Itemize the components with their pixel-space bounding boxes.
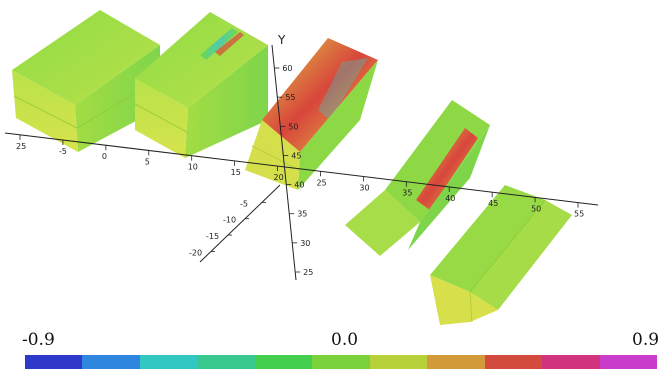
y-axis-tick-label: 60	[282, 64, 292, 73]
x-axis-tick-label: 40	[445, 194, 455, 203]
block-3-seam	[251, 145, 300, 171]
y-axis-tick-label: 45	[291, 151, 301, 160]
block-5-seam	[469, 291, 473, 323]
x-axis-tick-label: 20	[274, 173, 284, 182]
x-axis-tick-label: 0	[102, 152, 107, 161]
block-5[interactable]	[430, 185, 572, 325]
colorbar-segment	[254, 355, 313, 369]
block-4-front-face	[345, 190, 420, 256]
x-axis-tick-label: 30	[359, 184, 369, 193]
colorbar-segment	[484, 355, 543, 369]
block-3-top-face	[262, 38, 378, 152]
x-axis-tick-label: 25	[16, 142, 26, 151]
colorbar-labels: -0.9 0.0 0.9	[0, 330, 658, 352]
y-axis-tick-label: 55	[285, 93, 295, 102]
colorbar	[25, 355, 657, 369]
colorbar-max-label: 0.9	[632, 330, 658, 350]
block-1[interactable]	[12, 10, 161, 152]
colorbar-segment	[427, 355, 485, 369]
x-axis-tick-label: 25	[316, 178, 326, 187]
colorbar-mid-label: 0.0	[331, 330, 359, 350]
x-axis-tick-label: -5	[59, 147, 67, 156]
x-axis-tick-label: 10	[188, 163, 198, 172]
block-3-top-face-cool	[318, 58, 368, 120]
block-1-side-face	[75, 45, 160, 152]
block-1-seam	[13, 95, 78, 129]
colorbar-segment	[25, 355, 83, 369]
y-axis-tick-label: 30	[300, 239, 310, 248]
x-axis-tick-label: 50	[531, 204, 541, 213]
z-axis-tick-label: -10	[223, 216, 236, 225]
x-axis-tick-label: 55	[574, 210, 584, 219]
block-2-side-face	[185, 45, 268, 158]
x-axis-tick-label: 15	[231, 168, 241, 177]
block-5-seam-top	[469, 199, 546, 293]
block-5-top-face-2	[470, 200, 572, 310]
3d-viewport[interactable]: 25 -5 0 5 10 15 20 25 30 35 40 45 50 55 Y 60 55 50 45 40 3…	[0, 0, 658, 330]
colorbar-segment	[312, 355, 370, 369]
block-5-front-face	[430, 275, 498, 325]
x-axis-tick-label: 35	[402, 189, 412, 198]
block-5-top-face	[430, 185, 545, 292]
y-axis-tick-label: 25	[303, 268, 313, 277]
y-axis-tick-label: 40	[294, 181, 304, 190]
y-axis-tick-label: 50	[288, 122, 298, 131]
block-2[interactable]	[134, 12, 268, 158]
block-2-hot-streak	[215, 32, 244, 56]
block-3-front-face	[245, 120, 300, 190]
block-4[interactable]	[345, 100, 490, 256]
x-axis-tick-label: 5	[145, 157, 150, 166]
z-axis-tick-label: -20	[189, 248, 202, 257]
block-2-top-face	[135, 12, 268, 108]
y-axis: Y 60 55 50 45 40 35 30 25	[271, 33, 313, 281]
x-axis: 25 -5 0 5 10 15 20 25 30 35 40 45 50 55	[4, 132, 599, 219]
colorbar-segment	[542, 355, 600, 369]
block-2-seam	[134, 103, 188, 133]
y-axis-label: Y	[277, 33, 286, 47]
block-1-top-face	[12, 10, 160, 105]
block-1-front-face	[12, 70, 78, 152]
block-3[interactable]	[245, 38, 378, 190]
z-axis-tick-label: -5	[240, 199, 248, 208]
colorbar-segment	[139, 355, 198, 369]
block-3-side-face	[298, 60, 378, 190]
x-axis-tick-label: 45	[488, 199, 498, 208]
z-axis-tick-label: -15	[206, 232, 219, 241]
colorbar-min-label: -0.9	[22, 330, 55, 350]
z-axis: -5 -10 -15 -20	[189, 184, 281, 263]
colorbar-segment	[197, 355, 255, 369]
y-axis-tick-label: 35	[297, 210, 307, 219]
colorbar-segment	[599, 355, 657, 369]
block-4-hot-region	[416, 128, 478, 210]
colorbar-segment	[369, 355, 428, 369]
colorbar-segment	[82, 355, 140, 369]
block-2-cool-streak	[200, 28, 238, 60]
